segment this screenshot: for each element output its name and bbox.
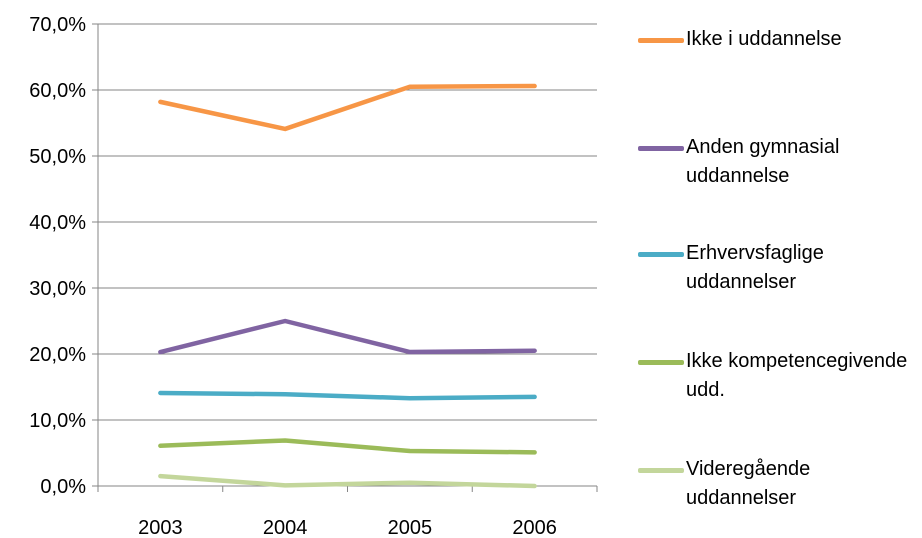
y-tick-label: 20,0% [29,344,86,366]
series-line [158,390,537,401]
series-line [158,318,537,355]
gridlines [98,23,597,421]
legend-swatch [638,252,684,257]
y-tick-label: 60,0% [29,80,86,102]
y-tick-label: 50,0% [29,146,86,168]
y-tick-label: 30,0% [29,278,86,300]
x-tick-label: 2005 [388,517,433,538]
y-axis-tick-labels: 0,0% 10,0% 20,0% 30,0% 40,0% 50,0% 60,0% 70,0% [29,14,86,498]
series-lines [158,83,537,489]
y-tick-label: 40,0% [29,212,86,234]
y-tick-label: 0,0% [40,476,86,498]
legend-swatch [638,38,684,43]
legend-item: Anden gymnasial uddannelse [638,136,922,191]
x-axis-tick-labels: 2003 2004 2005 2006 [138,517,557,538]
legend-label: Videregående uddannelser [686,458,811,509]
legend-label: Anden gymnasial uddannelse [686,136,840,187]
series-line [158,83,537,132]
legend-item: Ikke kompetencegivende udd. [638,350,922,405]
legend-label: Erhvervsfaglige uddannelser [686,242,824,293]
x-tick-label: 2006 [512,517,557,538]
legend-label: Ikke i uddannelse [686,28,842,50]
legend-swatch [638,146,684,151]
y-tick-label: 10,0% [29,410,86,432]
axes [92,23,598,492]
legend-swatch [638,360,684,365]
series-line [158,473,537,489]
series-line [158,438,537,455]
x-tick-label: 2004 [263,517,308,538]
legend-label: Ikke kompetencegivende udd. [686,350,908,401]
x-tick-label: 2003 [138,517,183,538]
legend-item: Ikke i uddannelse [638,28,922,54]
legend-item: Erhvervsfaglige uddannelser [638,242,922,297]
legend-item: Videregående uddannelser [638,458,922,513]
y-tick-label: 70,0% [29,14,86,36]
legend: Ikke i uddannelse Anden gymnasial uddanne… [638,0,922,538]
legend-swatch [638,468,684,473]
